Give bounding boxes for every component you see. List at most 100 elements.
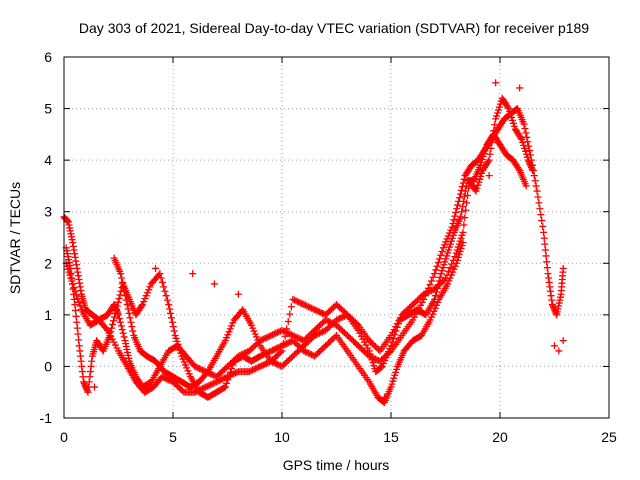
data-point: [443, 271, 451, 279]
data-point: [211, 379, 219, 387]
data-point: [452, 208, 460, 216]
data-point: [435, 277, 443, 285]
data-point: [275, 343, 283, 351]
data-point: [203, 369, 211, 377]
data-point: [70, 284, 78, 292]
data-point: [73, 324, 81, 332]
data-point: [301, 348, 309, 356]
data-point: [457, 186, 465, 194]
data-point: [337, 314, 345, 322]
data-point: [432, 266, 440, 274]
data-point: [234, 290, 242, 298]
data-point: [375, 345, 383, 353]
data-point: [394, 320, 402, 328]
data-point: [436, 273, 444, 281]
data-point: [114, 298, 122, 306]
data-point: [91, 383, 99, 391]
data-point: [230, 370, 238, 378]
data-point: [427, 277, 435, 285]
data-point: [539, 222, 547, 230]
data-point: [168, 318, 176, 326]
data-point: [163, 375, 171, 383]
data-point: [442, 275, 449, 283]
data-point: [261, 360, 269, 368]
data-point: [125, 309, 133, 317]
data-point: [228, 365, 236, 373]
data-point: [456, 190, 464, 198]
data-point: [431, 270, 439, 278]
data-point: [264, 359, 272, 367]
data-point: [225, 372, 233, 380]
data-point: [320, 310, 328, 318]
data-point: [248, 366, 256, 374]
data-point: [309, 305, 317, 313]
data-point: [256, 362, 264, 370]
data-point: [158, 373, 166, 381]
data-point: [224, 373, 231, 381]
data-point: [213, 378, 221, 386]
data-point: [267, 331, 275, 339]
y-tick-label: 0: [44, 358, 52, 374]
data-point: [197, 365, 205, 373]
plot-frame: [63, 56, 610, 419]
data-point: [216, 376, 224, 384]
data-point: [526, 147, 534, 155]
data-point: [464, 192, 472, 200]
data-point: [110, 317, 118, 325]
data-point: [555, 347, 563, 355]
data-point: [532, 182, 540, 190]
data-point: [284, 317, 292, 325]
data-point: [160, 373, 168, 381]
data-point: [158, 278, 166, 286]
data-point: [380, 393, 388, 401]
data-point: [273, 360, 281, 368]
data-point: [258, 362, 266, 370]
data-point: [252, 365, 260, 373]
data-point: [295, 298, 303, 306]
data-point: [449, 256, 457, 264]
data-point: [115, 295, 123, 303]
series-track-D: [62, 130, 530, 396]
data-point: [308, 304, 316, 312]
data-point: [208, 371, 216, 379]
data-point: [72, 312, 80, 320]
data-point: [227, 371, 235, 379]
data-point: [276, 348, 284, 356]
data-point: [440, 276, 448, 284]
data-point: [124, 305, 132, 313]
data-point: [312, 306, 320, 314]
data-point: [208, 380, 216, 388]
data-point: [195, 386, 203, 394]
data-point: [424, 288, 432, 296]
data-point: [269, 346, 277, 354]
data-point: [115, 315, 123, 323]
data-point: [111, 309, 119, 317]
data-point: [221, 383, 229, 391]
data-point: [486, 150, 494, 158]
data-point: [339, 313, 347, 321]
data-point: [262, 359, 270, 367]
data-point: [161, 374, 169, 382]
y-tick-label: 3: [44, 204, 52, 220]
data-point: [69, 280, 77, 288]
data-point: [75, 336, 83, 344]
data-point: [162, 292, 170, 300]
data-point: [205, 382, 213, 390]
data-point: [233, 368, 241, 376]
data-point: [459, 228, 467, 236]
data-point: [538, 217, 546, 225]
data-point: [253, 364, 261, 372]
data-point: [314, 330, 322, 338]
data-point: [311, 306, 319, 314]
data-point: [436, 255, 444, 263]
data-point: [460, 192, 468, 200]
data-point: [269, 331, 277, 339]
data-point: [160, 283, 168, 291]
y-tick-label: 2: [44, 255, 52, 271]
data-point: [312, 331, 320, 339]
data-point: [202, 383, 210, 391]
series-track-B: [62, 239, 467, 407]
data-point: [228, 371, 236, 379]
data-point: [303, 348, 311, 356]
data-point: [304, 349, 312, 357]
